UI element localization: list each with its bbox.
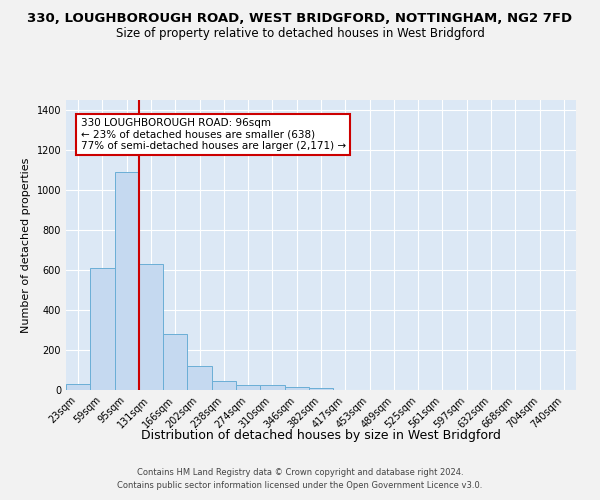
Bar xyxy=(90,268,115,390)
Y-axis label: Number of detached properties: Number of detached properties xyxy=(21,158,31,332)
Bar xyxy=(309,388,333,390)
Bar xyxy=(260,385,284,390)
Text: Contains HM Land Registry data © Crown copyright and database right 2024.: Contains HM Land Registry data © Crown c… xyxy=(137,468,463,477)
Text: 330 LOUGHBOROUGH ROAD: 96sqm
← 23% of detached houses are smaller (638)
77% of s: 330 LOUGHBOROUGH ROAD: 96sqm ← 23% of de… xyxy=(80,118,346,151)
Bar xyxy=(187,366,212,390)
Text: Size of property relative to detached houses in West Bridgford: Size of property relative to detached ho… xyxy=(116,28,484,40)
Bar xyxy=(212,381,236,390)
Bar xyxy=(66,384,90,390)
Bar xyxy=(139,264,163,390)
Bar xyxy=(236,385,260,390)
Text: Distribution of detached houses by size in West Bridgford: Distribution of detached houses by size … xyxy=(141,428,501,442)
Bar xyxy=(163,334,187,390)
Bar xyxy=(284,387,309,390)
Text: 330, LOUGHBOROUGH ROAD, WEST BRIDGFORD, NOTTINGHAM, NG2 7FD: 330, LOUGHBOROUGH ROAD, WEST BRIDGFORD, … xyxy=(28,12,572,26)
Bar xyxy=(115,172,139,390)
Text: Contains public sector information licensed under the Open Government Licence v3: Contains public sector information licen… xyxy=(118,480,482,490)
